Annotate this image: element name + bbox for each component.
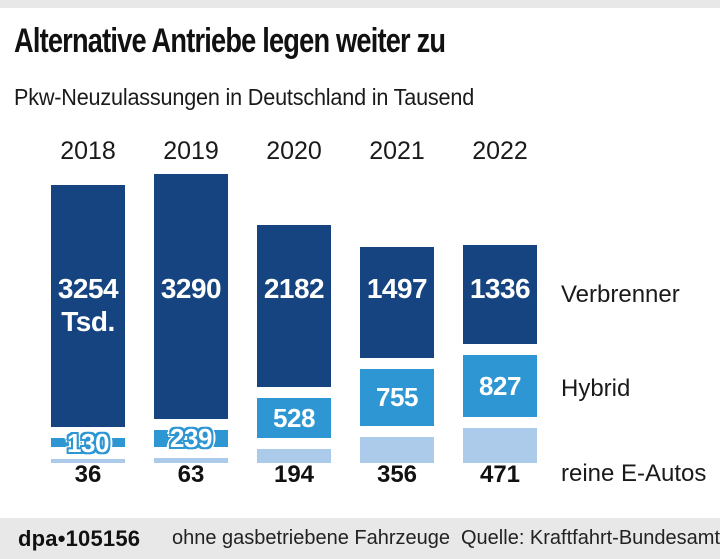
bar-column-2020: 2020 2182 528 194	[257, 0, 331, 518]
top-band	[0, 0, 720, 8]
e-auto-bar-segment	[257, 448, 331, 463]
e-auto-value-label: 194	[273, 461, 315, 488]
hybrid-bar-segment	[51, 437, 125, 448]
legend-hybrid: Hybrid	[561, 375, 631, 402]
footer-band	[0, 518, 720, 559]
e-auto-value-label: 63	[177, 461, 205, 488]
year-label-2020: 2020	[266, 137, 322, 165]
bar-column-2021: 2021 1497 755 356	[360, 0, 434, 518]
legend-verbrenner: Verbrenner	[561, 281, 680, 308]
hybrid-bar-segment	[154, 429, 228, 448]
hybrid-value-label: 130	[67, 427, 109, 458]
hybrid-bar-segment	[463, 355, 537, 417]
year-label-2022: 2022	[472, 137, 528, 165]
hybrid-value-label: 827	[479, 371, 521, 402]
bar-column-2019: 2019 3290 239 63	[154, 0, 228, 518]
verbrenner-value-label: 3254 Tsd.	[57, 273, 119, 337]
verbrenner-value-label: 3290	[160, 273, 222, 304]
verbrenner-bar-segment	[360, 247, 434, 359]
hybrid-bar-segment	[360, 369, 434, 426]
verbrenner-bar-segment	[463, 245, 537, 345]
hybrid-value-label: 755	[376, 382, 418, 413]
year-label-2019: 2019	[163, 137, 219, 165]
verbrenner-bar-segment	[257, 225, 331, 388]
e-auto-bar-segment	[463, 427, 537, 463]
chart-subtitle: Pkw-Neuzulassungen in Deutschland in Tau…	[14, 84, 475, 110]
e-auto-value-label: 471	[479, 461, 521, 488]
e-auto-value-label: 36	[74, 461, 102, 488]
verbrenner-value-label: 1497	[366, 273, 428, 304]
e-auto-bar-segment	[51, 458, 125, 463]
footer-note: ohne gasbetriebene Fahrzeuge	[172, 527, 450, 549]
verbrenner-value-label: 1336	[469, 273, 531, 304]
footer-credit: dpa•105156	[18, 526, 141, 551]
verbrenner-bar-segment	[154, 173, 228, 419]
year-label-2021: 2021	[369, 137, 425, 165]
e-auto-bar-segment	[154, 458, 228, 463]
year-label-2018: 2018	[60, 137, 116, 165]
hybrid-value-label: 528	[273, 402, 315, 433]
bar-column-2022: 2022 1336 827 471	[463, 0, 537, 518]
hybrid-value-label: 239	[170, 423, 212, 454]
verbrenner-bar-segment	[51, 184, 125, 427]
footer-source: Quelle: Kraftfahrt-Bundesamt	[461, 527, 720, 549]
chart-title: Alternative Antriebe legen weiter zu	[14, 22, 446, 60]
verbrenner-value-label: 2182	[263, 273, 325, 304]
hybrid-bar-segment	[257, 398, 331, 438]
e-auto-value-label: 356	[376, 461, 418, 488]
bar-column-2018: 2018 3254 Tsd. 130 36	[51, 0, 125, 518]
chart-area: Verbrenner Hybrid reine E-Autos 2018 3254…	[51, 0, 707, 518]
e-auto-bar-segment	[360, 436, 434, 463]
legend-e-autos: reine E-Autos	[561, 460, 707, 487]
